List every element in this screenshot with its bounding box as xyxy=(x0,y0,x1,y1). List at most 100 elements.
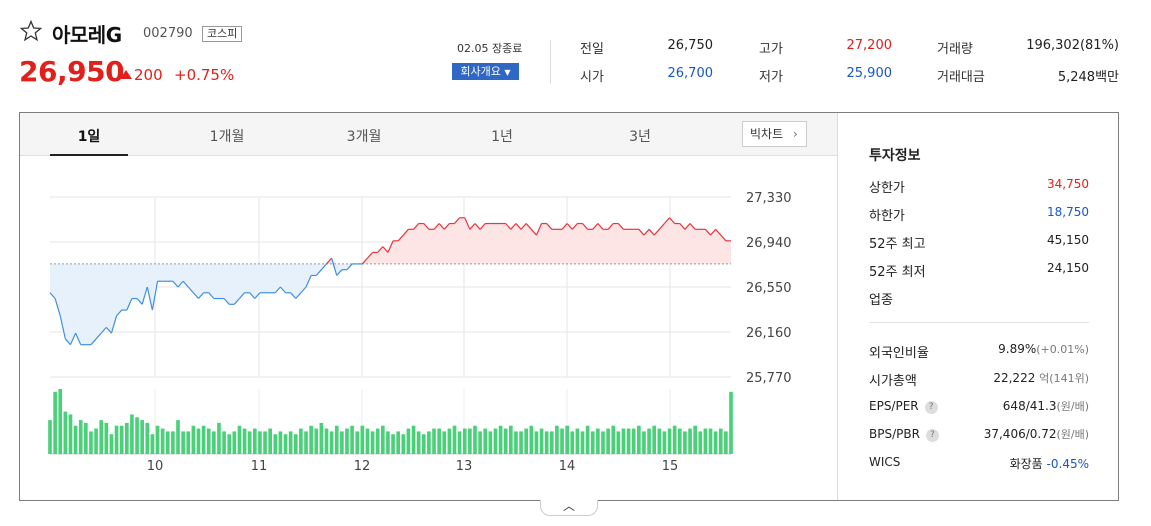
price-line-segment xyxy=(653,228,660,236)
info-divider xyxy=(869,322,1089,323)
price-line-segment xyxy=(464,217,471,230)
price-line-segment xyxy=(75,332,82,345)
company-overview-button[interactable]: 회사개요 ▼ xyxy=(452,63,519,80)
volume-bar xyxy=(247,431,252,454)
volume-bar xyxy=(401,434,406,454)
price-line-segment xyxy=(566,223,573,230)
x-tick-label: 12 xyxy=(354,459,371,474)
volume-bar xyxy=(360,425,365,454)
volume-bar xyxy=(616,431,621,454)
price-line-segment xyxy=(454,217,461,224)
volume-bar xyxy=(590,431,595,454)
volume-bar xyxy=(652,425,657,454)
tab-3year[interactable]: 3년 xyxy=(629,129,651,145)
low-value: 25,900 xyxy=(846,66,893,81)
price-line-segment xyxy=(146,286,153,311)
volume-bar xyxy=(442,431,447,454)
price-line-segment xyxy=(423,223,430,230)
volume-bar xyxy=(375,428,380,454)
tab-1month[interactable]: 1개월 xyxy=(209,129,245,145)
volume-bar xyxy=(186,431,191,454)
price-line-segment xyxy=(105,326,112,334)
volume-bar xyxy=(703,428,708,454)
volume-bar xyxy=(73,425,78,454)
below-baseline-area xyxy=(50,263,731,345)
foreign-ratio-value: 9.89%(+0.01%) xyxy=(998,342,1089,356)
price-line-segment xyxy=(592,223,599,230)
volume-bar xyxy=(299,428,303,454)
price-line-segment xyxy=(469,223,476,230)
volume-bar xyxy=(171,431,175,454)
low-label: 저가 xyxy=(759,70,783,85)
volume-label: 거래량 xyxy=(937,42,973,57)
price-line-segment xyxy=(710,228,717,236)
upper-limit-row: 상한가 xyxy=(869,177,1089,196)
volume-bar xyxy=(329,431,334,454)
volume-bar xyxy=(427,431,431,454)
volume-bar xyxy=(457,431,462,454)
market-cap-label: 시가총액 xyxy=(869,374,917,389)
volume-bar xyxy=(637,425,641,454)
big-chart-button[interactable]: 빅차트 › xyxy=(742,121,807,147)
volume-bar xyxy=(411,425,416,454)
volume-bar xyxy=(58,389,63,454)
volume-bar xyxy=(534,431,539,454)
help-icon[interactable]: ? xyxy=(924,401,938,414)
volume-bar xyxy=(580,431,585,454)
volume-bar xyxy=(150,434,155,454)
price-line-segment xyxy=(525,223,532,230)
y-tick-label: 26,160 xyxy=(746,326,792,341)
chevron-right-icon: › xyxy=(792,127,798,141)
bps-pbr-label: BPS/PBR? xyxy=(869,427,939,442)
volume-bar xyxy=(130,414,134,454)
price-line-segment xyxy=(689,223,696,230)
high-label: 고가 xyxy=(759,42,783,57)
price-line-segment xyxy=(582,223,589,230)
open-value: 26,700 xyxy=(667,66,714,81)
price-line-segment xyxy=(141,286,148,305)
panel-divider xyxy=(837,113,838,500)
price-line-segment xyxy=(346,263,353,271)
volume-bar xyxy=(657,428,662,454)
price-line-segment xyxy=(151,281,159,311)
price-line-segment xyxy=(515,223,522,230)
tab-1day[interactable]: 1일 xyxy=(77,129,101,145)
volume-bar xyxy=(483,428,488,454)
price-chart[interactable]: 27,330 26,940 26,550 26,160 25,770 10 11 12 13 14… xyxy=(20,157,836,500)
chevron-up-icon: ︿ xyxy=(562,499,575,513)
price-line-segment xyxy=(377,246,384,253)
tab-1year[interactable]: 1년 xyxy=(491,129,513,145)
volume-bar xyxy=(278,431,283,454)
volume-bar xyxy=(529,425,534,454)
caret-down-icon: ▼ xyxy=(504,68,511,77)
price-line-segment xyxy=(715,228,722,236)
volume-bar xyxy=(672,425,677,454)
volume-bar xyxy=(498,425,503,454)
help-icon[interactable]: ? xyxy=(925,429,939,442)
tab-3month[interactable]: 3개월 xyxy=(346,129,382,145)
x-tick-label: 15 xyxy=(662,459,679,474)
price-line-segment xyxy=(126,298,133,311)
prev-label: 전일 xyxy=(580,42,604,57)
volume-bar xyxy=(63,411,68,454)
volume-bar xyxy=(421,434,426,454)
volume-bar xyxy=(391,434,395,454)
volume-bar xyxy=(432,428,436,454)
volume-bar xyxy=(314,428,319,454)
volume-bar xyxy=(555,425,559,454)
close-time: 02.05 장종료 xyxy=(457,42,523,55)
volume-bar xyxy=(539,428,544,454)
price-line-segment xyxy=(663,217,671,224)
price-line-segment xyxy=(305,275,312,288)
volume-bar xyxy=(304,431,308,454)
price-line-segment xyxy=(254,292,261,299)
price-line-segment xyxy=(295,292,302,299)
volume-bar xyxy=(191,425,196,454)
volume-bar xyxy=(165,431,170,454)
price-line-segment xyxy=(571,223,578,230)
collapse-button[interactable]: ︿ xyxy=(540,500,598,516)
favorite-star-icon[interactable] xyxy=(20,20,42,42)
volume-bar xyxy=(48,420,52,454)
price-line-segment xyxy=(315,269,322,276)
period-tabs xyxy=(20,113,837,156)
